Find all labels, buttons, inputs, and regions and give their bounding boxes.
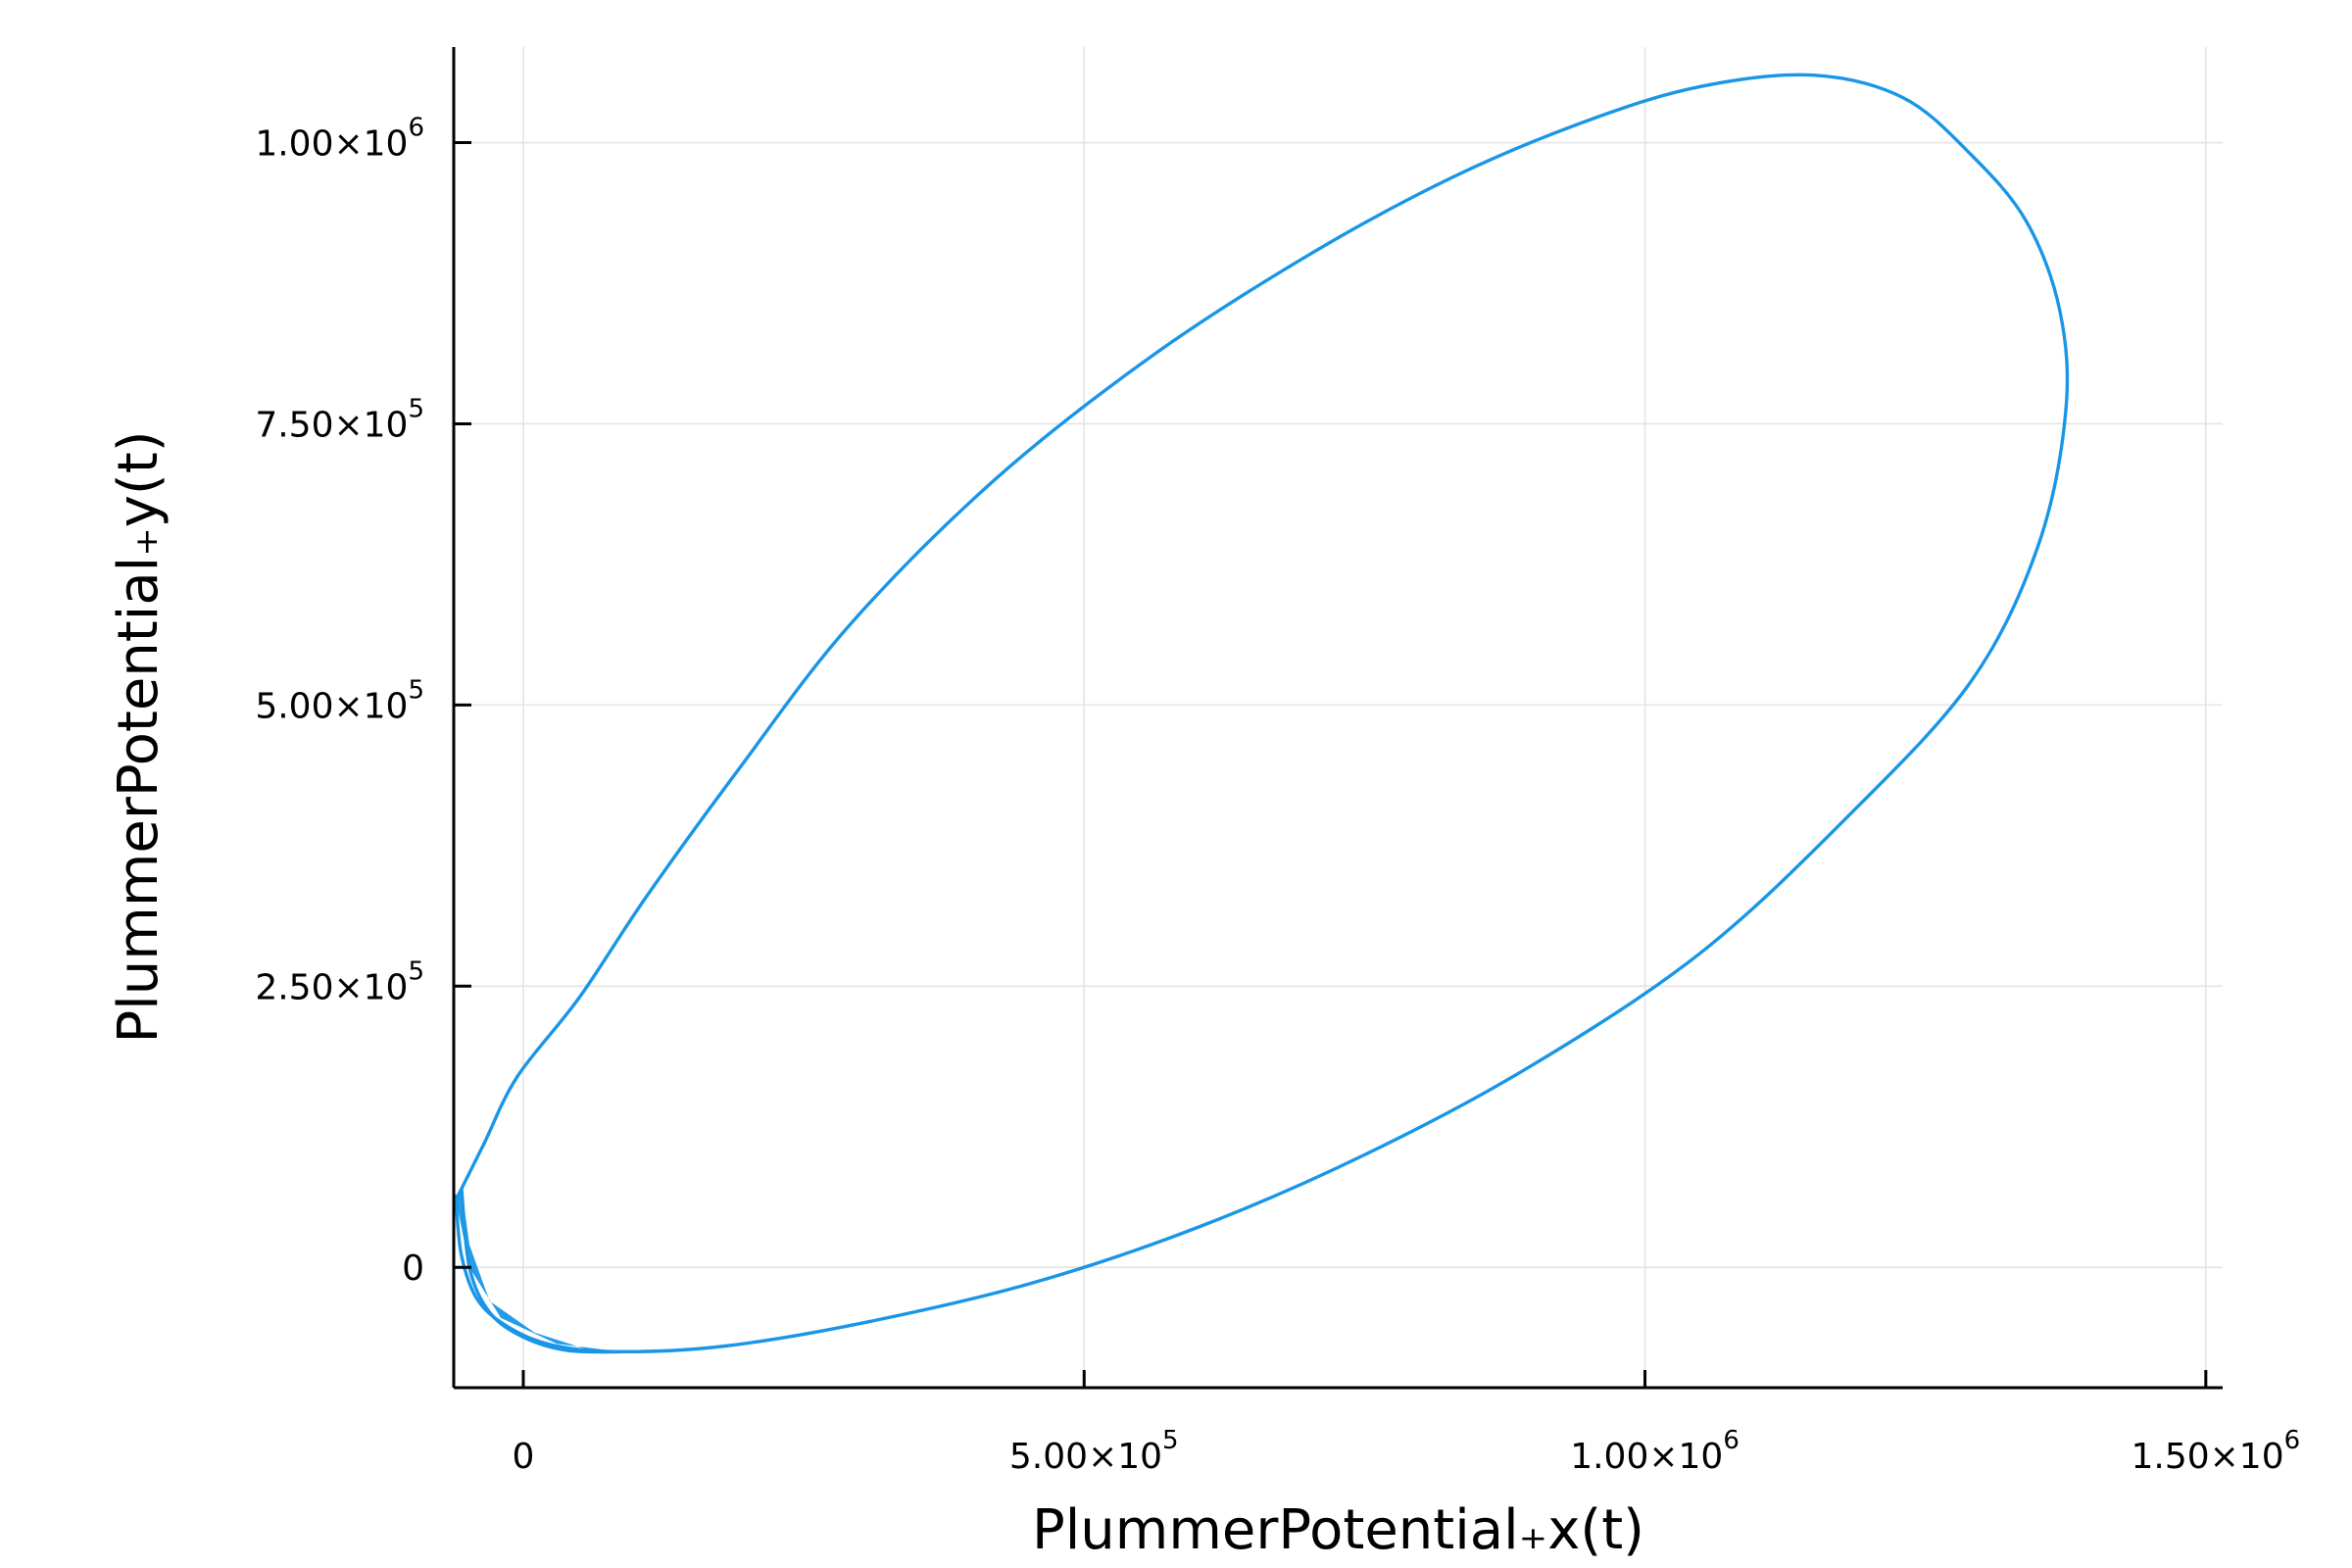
x-tick-exponent: 6 <box>1723 1426 1740 1455</box>
y-axis-label: PlummerPotential₊y(t) <box>107 430 171 1043</box>
x-tick-exponent: 6 <box>2284 1426 2301 1455</box>
series-overlap-band <box>456 1188 630 1353</box>
y-tick-exponent: 5 <box>408 956 424 986</box>
grid <box>454 47 2223 1388</box>
y-tick-label: 0 <box>402 1249 424 1289</box>
series-group <box>453 73 2070 1354</box>
x-tick-exponent: 5 <box>1162 1426 1179 1455</box>
x-axis-label: PlummerPotential₊x(t) <box>1032 1498 1644 1562</box>
x-tick-label: 0 <box>513 1437 535 1477</box>
series-line-orbit <box>453 73 2070 1353</box>
y-tick-exponent: 6 <box>408 114 424 143</box>
y-tick-exponent: 5 <box>408 394 424 423</box>
y-tick-exponent: 5 <box>408 675 424 705</box>
